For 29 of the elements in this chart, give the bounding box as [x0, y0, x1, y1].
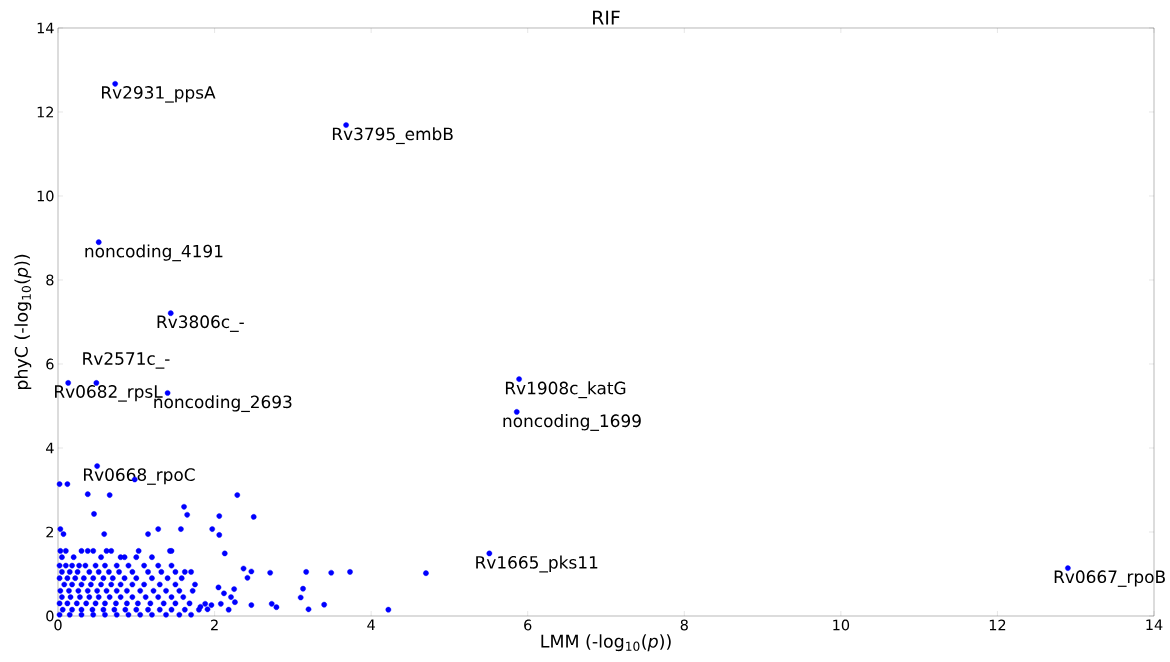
x-tick-label: 6 [524, 619, 532, 631]
x-tick-label: 14 [1146, 619, 1163, 631]
annotation: Rv2571c_- [83, 352, 170, 369]
x-axis-title: LMM (-log$_{10}$(p)) [541, 634, 671, 652]
annotation: noncoding_4191 [85, 244, 223, 262]
x-tick-label: 0 [54, 619, 62, 631]
annotation: Rv1665_pks11 [476, 555, 598, 573]
y-tick-label: 14 [37, 22, 54, 34]
y-axis-title: phyC (-log$_{10}$(p)) [14, 254, 32, 390]
chart-title: RIF [593, 10, 620, 25]
annotation: noncoding_1699 [503, 414, 641, 431]
annotation: Rv3795_embB [332, 127, 453, 145]
x-tick-label: 12 [989, 619, 1006, 631]
annotation: Rv1908c_katG [505, 381, 626, 399]
x-tick-label: 8 [680, 619, 688, 631]
y-tick-label: 2 [46, 526, 54, 538]
annotation: Rv0668_rpoC [84, 468, 195, 485]
x-tick-label: 2 [211, 619, 218, 631]
annotation: Rv3806c_- [157, 315, 244, 332]
y-tick-label: 10 [37, 190, 54, 202]
annotation: Rv0667_rpoB [1054, 570, 1165, 587]
x-tick-label: 10 [833, 619, 850, 631]
x-tick-label: 4 [367, 619, 375, 631]
y-tick-label: 8 [46, 274, 54, 286]
y-tick-label: 6 [46, 358, 54, 370]
y-tick-label: 0 [46, 610, 54, 622]
y-tick-label: 4 [45, 442, 54, 454]
annotation: Rv2931_ppsA [102, 86, 216, 103]
y-tick-label: 12 [37, 106, 54, 118]
